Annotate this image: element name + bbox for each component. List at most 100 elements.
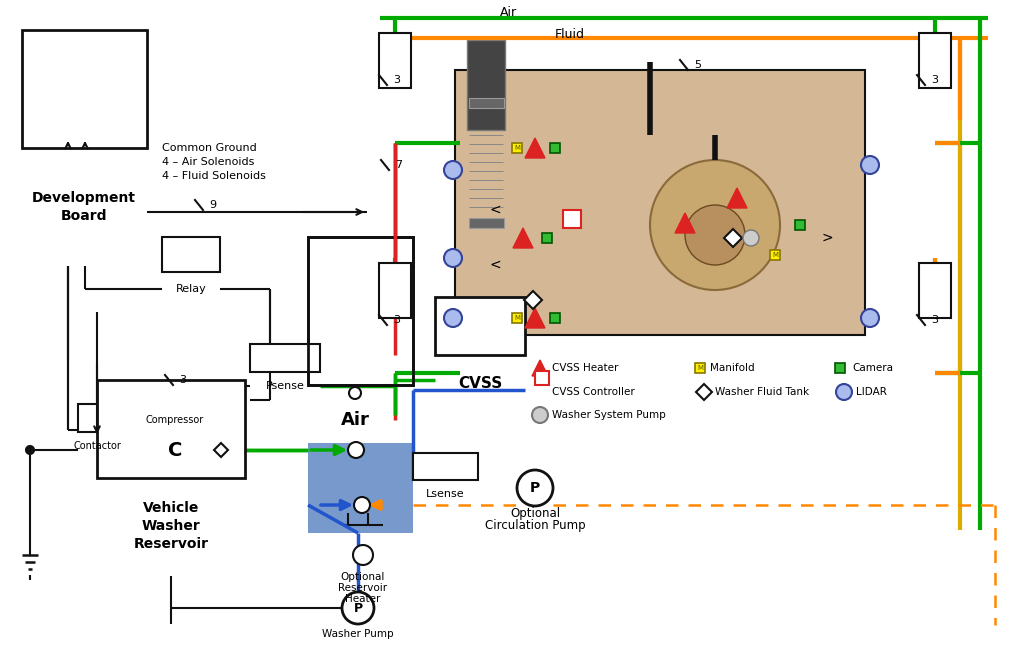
Text: Manifold: Manifold: [710, 363, 755, 373]
Polygon shape: [525, 138, 545, 158]
Bar: [770, 250, 780, 260]
Text: Washer Fluid Tank: Washer Fluid Tank: [715, 387, 809, 397]
Bar: [535, 371, 549, 385]
Text: M: M: [697, 365, 703, 371]
Text: CVSS Heater: CVSS Heater: [552, 363, 618, 373]
Text: M: M: [772, 252, 778, 258]
Polygon shape: [524, 291, 542, 309]
Circle shape: [26, 446, 34, 454]
Polygon shape: [675, 213, 695, 233]
Circle shape: [517, 470, 553, 506]
Text: Air: Air: [500, 5, 517, 19]
Text: Reservoir: Reservoir: [133, 537, 209, 551]
Text: <: <: [489, 258, 501, 272]
Text: Board: Board: [60, 209, 108, 223]
Bar: [308, 443, 413, 533]
Text: 4 – Air Solenoids: 4 – Air Solenoids: [162, 157, 254, 167]
Bar: [542, 233, 552, 243]
Bar: [550, 143, 560, 153]
Polygon shape: [525, 308, 545, 328]
Text: Compressor: Compressor: [145, 415, 204, 425]
Bar: [435, 297, 525, 355]
Text: M: M: [514, 145, 520, 151]
Polygon shape: [455, 70, 865, 335]
Text: 3: 3: [931, 315, 938, 325]
Text: <: <: [489, 203, 501, 217]
Circle shape: [444, 309, 462, 327]
Circle shape: [836, 384, 852, 400]
Bar: [835, 363, 845, 373]
Polygon shape: [727, 188, 746, 208]
Circle shape: [348, 442, 364, 458]
Text: Vehicle: Vehicle: [142, 501, 200, 515]
Bar: [919, 33, 951, 88]
Bar: [22, 30, 147, 148]
Polygon shape: [532, 360, 548, 376]
Polygon shape: [696, 384, 712, 400]
Text: Development: Development: [32, 191, 136, 205]
Bar: [467, 40, 505, 130]
Text: Contactor: Contactor: [73, 441, 121, 451]
Circle shape: [150, 424, 201, 476]
Text: 5: 5: [694, 60, 701, 70]
Text: Reservoir: Reservoir: [339, 583, 387, 593]
Bar: [563, 210, 581, 228]
Text: Washer System Pump: Washer System Pump: [552, 410, 666, 420]
Bar: [250, 344, 319, 372]
Bar: [379, 263, 411, 318]
Bar: [162, 237, 220, 272]
Circle shape: [861, 156, 879, 174]
Text: 3: 3: [393, 75, 400, 85]
Text: Fluid: Fluid: [555, 28, 585, 40]
Circle shape: [444, 161, 462, 179]
Text: Relay: Relay: [176, 284, 207, 294]
Text: LIDAR: LIDAR: [856, 387, 887, 397]
Bar: [469, 218, 504, 228]
Bar: [919, 263, 951, 318]
Bar: [379, 33, 411, 88]
Circle shape: [342, 592, 374, 624]
Text: 3: 3: [179, 375, 186, 385]
Bar: [97, 380, 245, 478]
Text: Camera: Camera: [852, 363, 893, 373]
Polygon shape: [513, 228, 534, 248]
Circle shape: [861, 309, 879, 327]
Bar: [512, 313, 522, 323]
Text: Circulation Pump: Circulation Pump: [484, 519, 586, 532]
Text: P: P: [529, 481, 540, 495]
Text: C: C: [168, 441, 182, 460]
Bar: [78, 404, 116, 432]
Text: 4 – Fluid Solenoids: 4 – Fluid Solenoids: [162, 171, 266, 181]
Bar: [308, 237, 413, 385]
Text: P: P: [353, 601, 362, 614]
Text: Optional: Optional: [510, 507, 560, 521]
Bar: [413, 453, 478, 480]
Text: 3: 3: [393, 315, 400, 325]
Polygon shape: [724, 229, 742, 247]
Text: Air: Air: [341, 411, 370, 429]
Text: Common Ground: Common Ground: [162, 143, 257, 153]
Text: Washer: Washer: [141, 519, 201, 533]
Text: Washer Pump: Washer Pump: [323, 629, 394, 639]
Circle shape: [354, 497, 370, 513]
Bar: [512, 143, 522, 153]
Text: CVSS Controller: CVSS Controller: [552, 387, 635, 397]
Circle shape: [532, 407, 548, 423]
Circle shape: [353, 545, 373, 565]
Text: 7: 7: [395, 160, 402, 170]
Text: 3: 3: [931, 75, 938, 85]
Bar: [308, 237, 413, 385]
Text: Psense: Psense: [265, 381, 304, 391]
Bar: [795, 220, 805, 230]
Bar: [550, 313, 560, 323]
Circle shape: [349, 387, 361, 399]
Text: 9: 9: [209, 200, 216, 210]
Text: Optional: Optional: [341, 572, 385, 582]
Polygon shape: [214, 443, 228, 457]
Circle shape: [743, 230, 759, 246]
Text: >: >: [821, 231, 833, 245]
Circle shape: [650, 160, 780, 290]
Text: M: M: [514, 315, 520, 321]
Circle shape: [444, 249, 462, 267]
Bar: [469, 98, 504, 108]
